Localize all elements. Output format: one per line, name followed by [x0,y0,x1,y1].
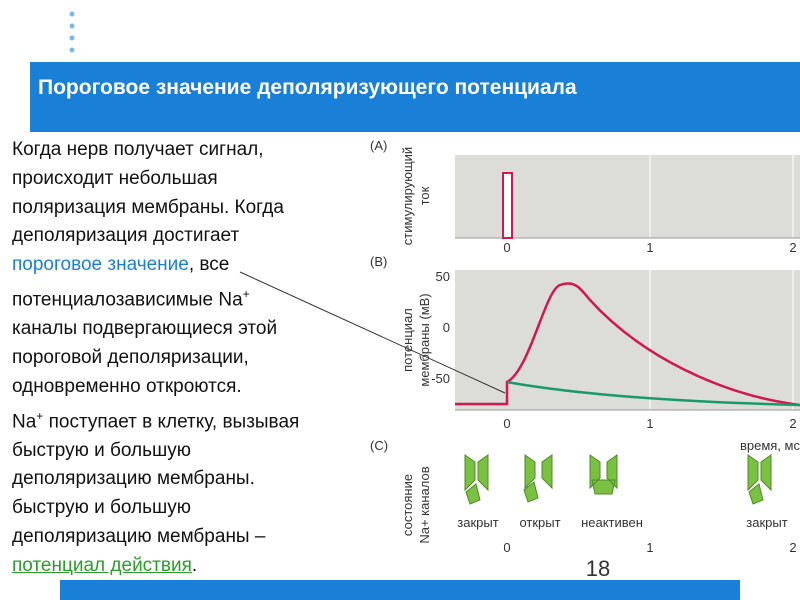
link[interactable]: пороговое значение [12,254,189,276]
text: , все [188,254,230,276]
text: . [191,554,198,576]
x-tick-label: 0 [503,416,510,431]
text: потенциалозависимые Na [12,289,243,311]
x-tick-label: 0 [503,240,510,255]
text: происходит небольшая [12,167,218,189]
text-line: Na+ поступает в клетку, вызывая [12,402,299,437]
y-tick-label: -50 [431,371,450,386]
text-line: деполяризация достигает [12,222,299,251]
text-line: поляризация мембраны. Когда [12,194,299,223]
threshold-curve [506,380,800,407]
panel-label: (C) [370,438,388,453]
slide-title: Пороговое значение деполяризующего потен… [38,76,577,99]
text-line: одновременно откроются. [12,373,299,402]
superscript: + [242,286,250,301]
y-axis-label: потенциал [400,308,415,372]
text-line: потенциалозависимые Na+ [12,280,299,315]
text: Когда нерв получает сигнал, [12,139,264,160]
state-label: закрыт [746,515,787,530]
bottom-bar [60,580,740,600]
text: деполяризация достигает [12,225,240,247]
state-label: неактивен [581,515,643,530]
text-line: происходит небольшая [12,165,299,194]
text: каналы подвергающиеся этой [12,318,278,340]
text-line: каналы подвергающиеся этой [12,315,299,344]
x-tick-label: 2 [789,416,796,431]
text-line: пороговой деполяризации, [12,344,299,373]
y-axis-label: состояние [400,474,415,536]
text-line: деполяризацию мембраны. [12,465,299,494]
text: деполяризацию мембраны. [12,468,255,490]
x-axis-label: время, мс [740,438,800,453]
x-tick-label: 0 [503,540,510,555]
state-label: закрыт [457,515,498,530]
stimulus-pulse [502,172,513,239]
x-tick-label: 2 [789,240,796,255]
link[interactable]: потенциал действия [12,554,192,576]
panel-label: (A) [370,138,387,153]
y-axis-label: мембраны (мВ) [417,293,432,386]
y-axis-label: ток [417,186,432,205]
text: быструю и большую [12,439,192,461]
panel-b-bg [455,270,800,410]
text: пороговой деполяризации, [12,346,249,368]
action-potential-curve [455,282,800,407]
channel-icons [464,454,772,505]
text: Na [12,410,37,432]
text-line: потенциал действия. [12,552,299,581]
text: деполяризацию мембраны – [12,526,266,548]
text-line: Когда нерв получает сигнал, [12,136,299,165]
panel-label: (B) [370,254,387,269]
x-tick-label: 1 [646,540,653,555]
y-axis-label: Na+ каналов [417,466,432,543]
body-text: Когда нерв получает сигнал, происходит н… [12,136,299,581]
text-line: деполяризацию мембраны – [12,523,299,552]
title-bar: Пороговое значение деполяризующего потен… [30,62,800,132]
text: быструю и большую [12,497,192,519]
text: поступает в клетку, вызывая [43,410,300,432]
superscript: + [36,408,44,423]
decor-dots [69,11,75,53]
x-tick-label: 1 [646,416,653,431]
text: поляризация мембраны. Когда [12,196,284,218]
text-line: пороговое значение, все [12,251,299,280]
page-number: 18 [586,556,610,581]
y-axis-label: стимулирующий [400,147,415,245]
state-label: открыт [519,515,560,530]
y-tick-label: 50 [436,269,450,284]
text-line: быструю и большую [12,494,299,523]
y-tick-label: 0 [443,320,450,335]
text-line: быструю и большую [12,437,299,466]
pointer-arrow [239,271,506,394]
x-tick-label: 1 [646,240,653,255]
text: одновременно откроются. [12,375,242,397]
x-tick-label: 2 [789,540,796,555]
